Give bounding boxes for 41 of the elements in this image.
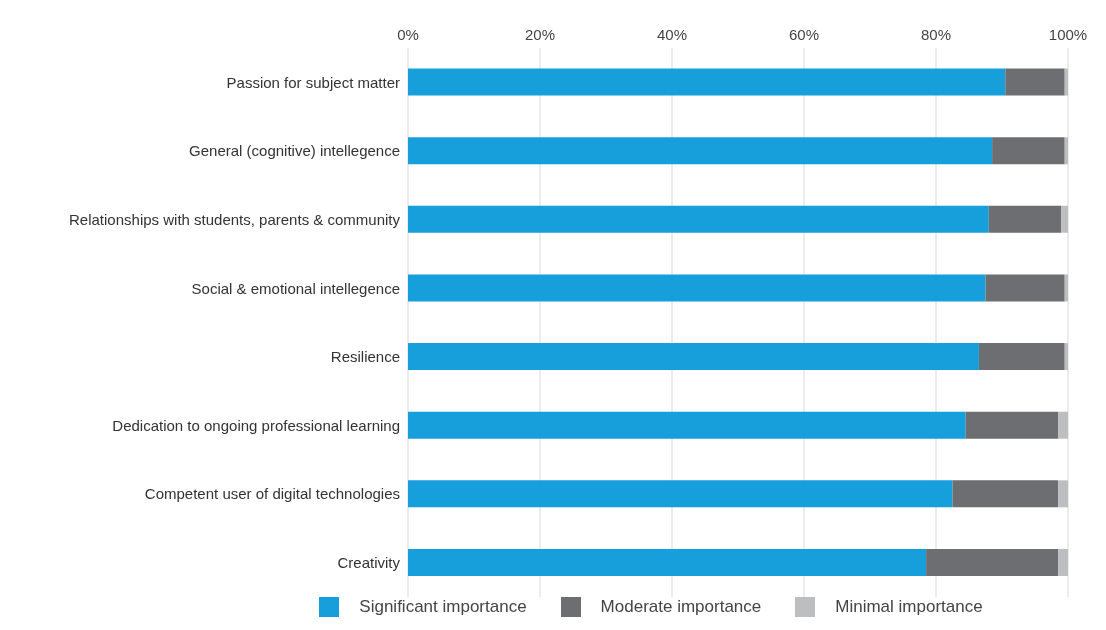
bar [1058,411,1068,439]
bar [988,205,1062,233]
bar [408,480,953,508]
y-tick-label: General (cognitive) intellegence [189,142,400,160]
bar [1061,205,1068,233]
bar [952,480,1059,508]
x-tick-label: 40% [656,26,688,43]
x-tick-label: 100% [1048,26,1088,43]
legend-label: Significant importance [358,597,527,617]
bar [408,411,966,439]
legend-label: Moderate importance [599,597,762,617]
x-tick-label: 20% [524,26,556,43]
y-tick-label: Dedication to ongoing professional learning [112,416,400,434]
bar [408,205,989,233]
bar [408,548,927,576]
bar [1058,480,1068,508]
bar [408,274,986,302]
x-tick-label: 0% [397,26,419,43]
y-tick-label: Resilience [330,348,400,366]
bar [408,137,993,165]
y-tick-label: Social & emotional intellegence [191,279,400,297]
y-tick-label: Competent user of digital technologies [144,485,400,503]
bar [1064,274,1068,302]
x-tick-label: 80% [920,26,952,43]
bar [992,137,1065,165]
bar [978,343,1065,371]
bar [408,68,1006,96]
y-tick-label: Creativity [337,554,401,572]
bar [1064,343,1068,371]
bar [965,411,1059,439]
x-tick-label: 60% [788,26,820,43]
bar [985,274,1065,302]
y-tick-label: Relationships with students, parents & community [69,210,401,228]
bar [1064,137,1068,165]
bar [408,343,979,371]
legend-label: Minimal importance [834,597,983,617]
bar [926,548,1059,576]
bar [1058,548,1068,576]
bar [1005,68,1065,96]
y-tick-label: Passion for subject matter [226,73,400,91]
bar [1064,68,1068,96]
